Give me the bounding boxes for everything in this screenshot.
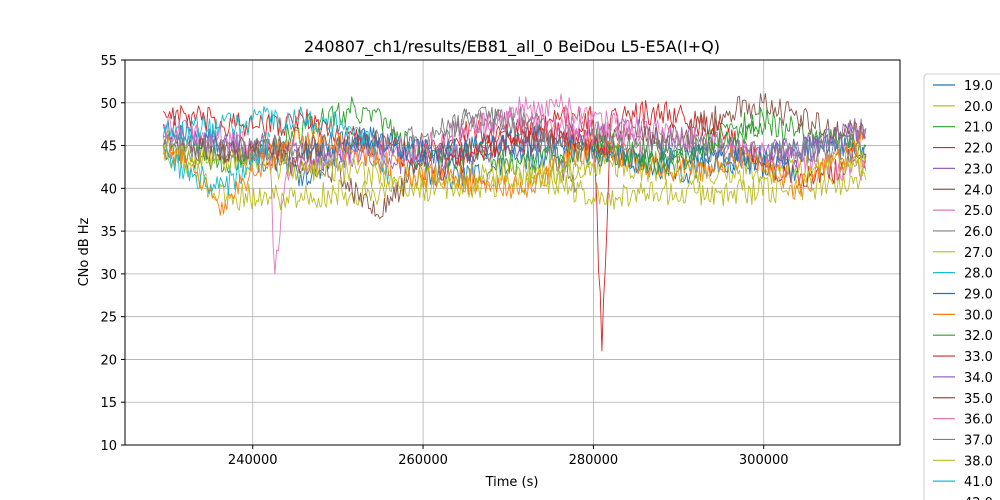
series-line [162, 130, 867, 211]
legend-label: 25.0 [964, 204, 993, 219]
x-tick-label: 260000 [398, 453, 448, 468]
legend-label: 35.0 [964, 392, 993, 407]
series-line [162, 124, 867, 216]
y-tick-label: 55 [100, 54, 117, 69]
legend-label: 28.0 [964, 267, 993, 282]
legend-label: 29.0 [964, 288, 993, 303]
legend-label: 33.0 [964, 350, 993, 365]
x-axis: 240000 260000 280000 300000 [228, 445, 789, 468]
plot-lines [162, 93, 867, 352]
plot-frame [124, 59, 901, 446]
legend-label: 30.0 [964, 308, 993, 323]
series-line [163, 131, 271, 195]
series-line [439, 106, 577, 193]
legend-label: 36.0 [964, 413, 993, 428]
y-tick-label: 30 [100, 268, 117, 283]
series-line [439, 115, 611, 181]
legend-label: 24.0 [964, 183, 993, 198]
series-line [303, 124, 798, 183]
y-tick-label: 20 [100, 353, 117, 368]
y-tick-label: 45 [100, 140, 117, 155]
legend-label: 21.0 [964, 121, 993, 136]
legend-label: 34.0 [964, 371, 993, 386]
y-axis: 10 15 20 25 30 35 40 45 50 55 [100, 54, 125, 454]
series-line [763, 122, 867, 168]
legend: 19.0 20.0 21.0 22.0 23.0 24.0 25.0 26.0 27.0 28.0… [923, 73, 1000, 500]
series-line [473, 105, 645, 157]
legend-label: 20.0 [964, 100, 993, 115]
series-line [525, 160, 594, 187]
series-line [162, 93, 867, 275]
y-tick-label: 50 [100, 97, 117, 112]
legend-label: 23.0 [964, 162, 993, 177]
chart-title: 240807_ch1/results/EB81_all_0 BeiDou L5-… [304, 37, 720, 57]
legend-label: 42.0 [964, 496, 993, 500]
legend-label: 37.0 [964, 433, 993, 448]
y-tick-label: 25 [100, 311, 117, 326]
x-tick-label: 280000 [569, 453, 619, 468]
legend-label: 27.0 [964, 246, 993, 261]
series-line [592, 120, 765, 176]
y-axis-label: CNo dB Hz [77, 217, 92, 286]
y-tick-label: 40 [100, 182, 117, 197]
legend-label: 26.0 [964, 225, 993, 240]
series-line [218, 136, 322, 167]
legend-label: 32.0 [964, 329, 993, 344]
series-line [162, 105, 390, 183]
legend-label: 38.0 [964, 454, 993, 469]
y-tick-label: 35 [100, 225, 117, 240]
legend-label: 19.0 [964, 79, 993, 94]
legend-label: 22.0 [964, 142, 993, 157]
y-tick-label: 10 [100, 439, 117, 454]
legend-box [923, 73, 1000, 500]
y-tick-label: 15 [100, 396, 117, 411]
x-tick-label: 300000 [739, 453, 789, 468]
x-tick-label: 240000 [228, 453, 278, 468]
legend-label: 41.0 [964, 475, 993, 490]
series-line [162, 106, 867, 167]
x-axis-label: Time (s) [485, 475, 539, 490]
